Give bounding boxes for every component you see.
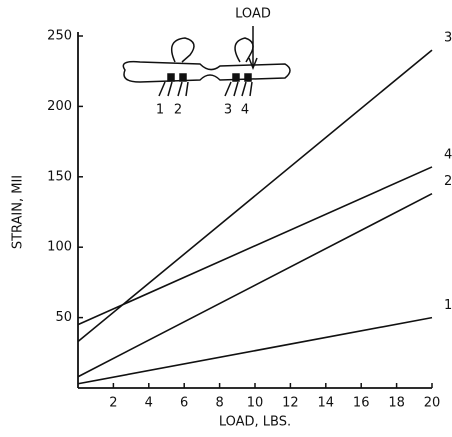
y-tick-label: 250 xyxy=(47,29,72,44)
x-tick-label: 14 xyxy=(318,396,335,411)
x-tick-label: 2 xyxy=(109,396,117,411)
gauge-label: 3 xyxy=(224,103,232,118)
y-tick-label: 200 xyxy=(47,99,72,114)
line-label: 3 xyxy=(444,31,452,46)
line-label: 4 xyxy=(444,147,452,162)
x-tick-label: 8 xyxy=(215,396,223,411)
x-tick-label: 10 xyxy=(247,396,264,411)
inset-label: LOAD xyxy=(235,7,271,22)
x-axis-label: LOAD, LBS. xyxy=(219,415,291,430)
x-tick-label: 6 xyxy=(180,396,188,411)
line xyxy=(77,192,433,378)
x-tick-label: 12 xyxy=(282,396,299,411)
line-label: 1 xyxy=(444,298,452,313)
line xyxy=(77,49,433,343)
gauge-label: 4 xyxy=(241,103,249,118)
gauge-label: 1 xyxy=(156,103,164,118)
x-tick-label: 20 xyxy=(424,396,441,411)
y-tick-label: 50 xyxy=(55,310,72,325)
line xyxy=(77,316,433,385)
y-tick-label: 100 xyxy=(47,240,72,255)
line-label: 2 xyxy=(444,174,452,189)
x-tick-label: 16 xyxy=(353,396,370,411)
gauge-label: 2 xyxy=(174,103,182,118)
x-tick-label: 18 xyxy=(388,396,405,411)
y-tick-label: 150 xyxy=(47,169,72,184)
y-axis-label: STRAIN, MII xyxy=(11,175,26,249)
inset-diagram xyxy=(122,26,291,97)
line xyxy=(77,166,433,326)
x-tick-label: 4 xyxy=(145,396,153,411)
